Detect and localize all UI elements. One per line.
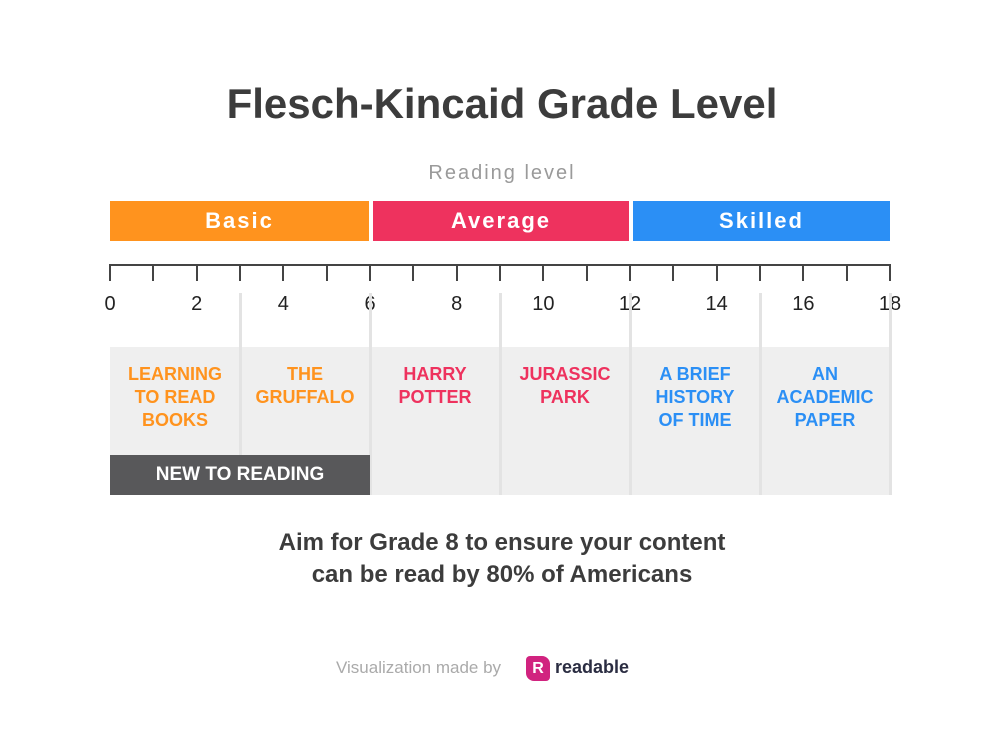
column-label-line: TO READ [134, 387, 216, 407]
ruler-tick [282, 264, 285, 281]
column-label-line: HISTORY [655, 387, 735, 407]
ruler-tick [499, 264, 501, 281]
column-label: A BRIEF HISTORY OF TIME [630, 363, 760, 432]
column-label-line: GRUFFALO [255, 387, 355, 407]
ruler-tick [802, 264, 805, 281]
subtitle: Reading level [428, 162, 576, 184]
tick-label: 14 [705, 293, 728, 315]
ruler-tick [585, 264, 588, 281]
column-label-line: POTTER [398, 387, 472, 407]
column-label-line: ACADEMIC [776, 387, 874, 407]
aim-line-2: can be read by 80% of Americans [311, 561, 693, 588]
tick-label: 2 [191, 293, 203, 315]
column-label: HARRY POTTER [370, 363, 500, 409]
column-label-line: HARRY [403, 364, 467, 384]
column-label-line: AN [812, 364, 838, 384]
aim-line-1: Aim for Grade 8 to ensure your content [278, 529, 726, 556]
column-separator [759, 293, 762, 495]
band-average: Average [373, 201, 629, 241]
readable-logo-icon: R [526, 656, 550, 681]
column-label: AN ACADEMIC PAPER [760, 363, 890, 432]
ruler-tick [325, 264, 328, 281]
ruler-tick [715, 264, 718, 281]
tick-label: 8 [451, 293, 463, 315]
ruler-tick [542, 264, 545, 281]
band-skilled: Skilled [633, 201, 890, 241]
column-background [630, 347, 760, 495]
column-label-line: A BRIEF [659, 364, 731, 384]
ruler-tick [845, 264, 848, 281]
credit-text: Visualization made by [336, 658, 502, 677]
column-label-line: BOOKS [141, 410, 208, 430]
ruler-tick [629, 264, 631, 281]
column-separator [889, 293, 892, 495]
ruler-tick [239, 264, 241, 281]
tick-label: 16 [792, 293, 815, 315]
column-label-line: THE [287, 364, 323, 384]
page-title: Flesch-Kincaid Grade Level [226, 80, 778, 127]
column-label-line: JURASSIC [519, 364, 611, 384]
column-label-line: PARK [540, 387, 590, 407]
column-background [760, 347, 890, 495]
new-to-reading-bar: NEW TO READING [110, 455, 370, 495]
ruler-tick [455, 264, 458, 281]
column-separator [629, 293, 632, 495]
column-label: JURASSIC PARK [500, 363, 630, 409]
column-label-line: OF TIME [658, 410, 732, 430]
column-background [500, 347, 630, 495]
ruler-tick [369, 264, 371, 281]
column-separator [499, 293, 502, 495]
aim-text: Aim for Grade 8 to ensure your content c… [0, 527, 1004, 591]
ruler-tick [195, 264, 198, 281]
ruler-tick [672, 264, 675, 281]
tick-label: 0 [104, 293, 116, 315]
tick-label: 10 [532, 293, 555, 315]
ruler-tick [152, 264, 155, 281]
tick-label: 4 [277, 293, 289, 315]
column-label: THE GRUFFALO [240, 363, 370, 409]
column-separator [239, 293, 242, 495]
ruler-tick [889, 264, 891, 281]
ruler-tick [412, 264, 415, 281]
column-separator [369, 293, 372, 495]
column-background [370, 347, 500, 495]
brand-name: readable [555, 657, 630, 677]
ruler-tick [759, 264, 761, 281]
band-basic: Basic [110, 201, 369, 241]
column-label-line: PAPER [794, 410, 856, 430]
column-label-line: LEARNING [128, 364, 222, 384]
column-label: LEARNING TO READ BOOKS [110, 363, 240, 432]
ruler-tick [109, 264, 111, 281]
